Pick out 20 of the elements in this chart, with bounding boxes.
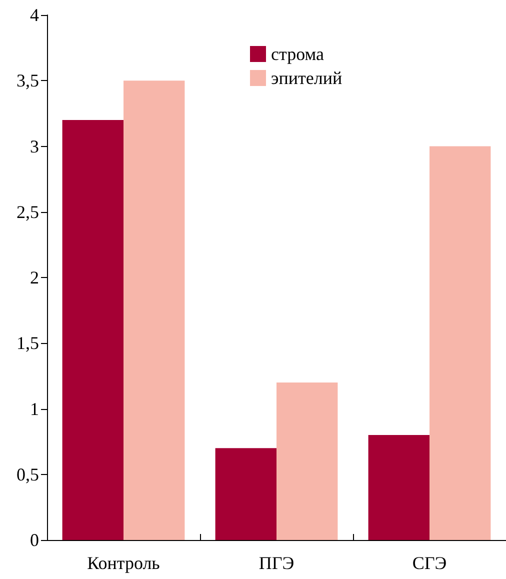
legend-label: эпителий [271, 68, 342, 88]
legend-label: строма [271, 44, 324, 64]
x-tick-label: Контроль [87, 553, 160, 573]
y-tick-label: 0,5 [16, 464, 39, 484]
bar [215, 448, 276, 540]
x-tick-label: ПГЭ [258, 553, 294, 573]
y-tick-label: 2,5 [16, 202, 39, 222]
y-tick-label: 3 [30, 136, 39, 156]
bar [62, 120, 124, 540]
bar [276, 382, 338, 540]
y-tick-label: 1,5 [16, 333, 39, 354]
y-tick-label: 4 [30, 5, 39, 25]
bar [368, 435, 430, 540]
y-tick-label: 1 [30, 398, 39, 419]
y-tick-label: 3,5 [16, 70, 39, 91]
y-tick-label: 0 [30, 530, 39, 550]
bar [430, 146, 491, 540]
x-tick-label: СГЭ [412, 553, 447, 573]
bar [124, 80, 185, 540]
y-tick-label: 2 [30, 268, 39, 288]
